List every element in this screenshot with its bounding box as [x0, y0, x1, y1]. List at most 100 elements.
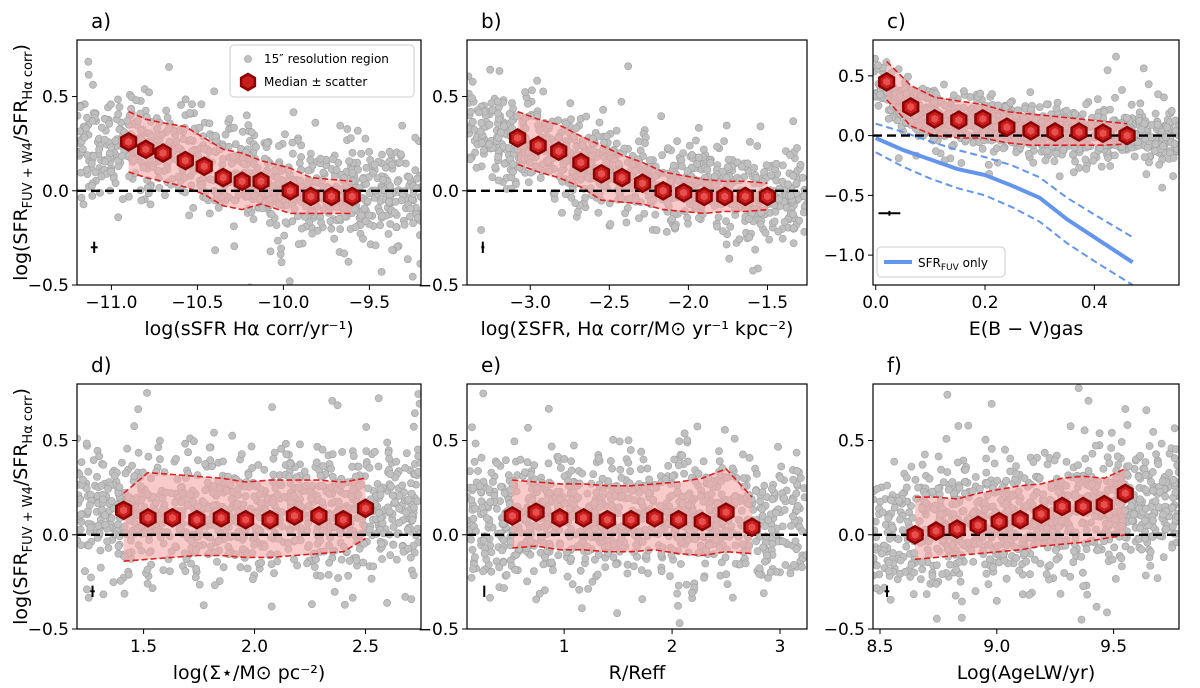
- y-tick-label: 0.0: [432, 182, 459, 202]
- scatter-point: [410, 503, 418, 512]
- scatter-point: [511, 565, 519, 574]
- scatter-point: [509, 167, 517, 176]
- scatter-point: [281, 218, 290, 227]
- scatter-point: [677, 560, 685, 568]
- scatter-point: [103, 537, 112, 546]
- scatter-point: [359, 558, 367, 567]
- scatter-point: [504, 471, 513, 480]
- scatter-point: [721, 553, 730, 562]
- scatter-point: [469, 484, 478, 492]
- scatter-point: [568, 580, 577, 589]
- scatter-point: [762, 161, 771, 169]
- x-tick-label: −1.5: [747, 293, 788, 313]
- scatter-point: [768, 526, 776, 535]
- median-marker-core: [217, 513, 225, 522]
- scatter-point: [547, 442, 556, 451]
- scatter-point: [111, 179, 120, 188]
- scatter-point: [312, 458, 321, 467]
- scatter-point: [210, 428, 218, 437]
- median-marker-core: [1123, 131, 1131, 140]
- scatter-point: [735, 235, 744, 243]
- x-tick-label: −3.0: [510, 293, 551, 313]
- scatter-point: [509, 104, 517, 113]
- scatter-point: [338, 448, 346, 456]
- scatter-point: [485, 140, 494, 149]
- scatter-point: [778, 234, 787, 243]
- median-marker-core: [639, 179, 646, 188]
- scatter-point: [558, 208, 566, 217]
- scatter-point: [334, 158, 343, 167]
- scatter-point: [79, 200, 88, 209]
- scatter-point: [792, 179, 801, 188]
- scatter-point: [263, 138, 272, 147]
- scatter-point: [1043, 100, 1051, 109]
- scatter-point: [289, 108, 298, 117]
- scatter-point: [904, 72, 912, 81]
- scatter-point: [330, 234, 339, 243]
- scatter-point: [741, 559, 750, 568]
- scatter-point: [581, 193, 589, 202]
- legend-median-swatch: [239, 72, 257, 92]
- scatter-point: [378, 150, 386, 159]
- scatter-point: [978, 144, 987, 153]
- scatter-point: [666, 572, 674, 580]
- scatter-point: [768, 495, 777, 504]
- scatter-point: [636, 465, 645, 474]
- y-tick-label: 0.5: [432, 88, 459, 108]
- scatter-point: [403, 525, 412, 534]
- scatter-point: [1035, 103, 1044, 111]
- scatter-point: [148, 584, 157, 592]
- scatter-point: [731, 346, 738, 353]
- sfr-fuv-only-line: [874, 136, 1134, 264]
- scatter-point: [1029, 158, 1038, 167]
- scatter-point: [1097, 162, 1106, 171]
- scatter-point: [629, 562, 638, 571]
- scatter-point: [766, 568, 775, 577]
- scatter-point: [96, 546, 105, 555]
- panel-d: 1.5 2.0 2.5−0.50.00.5d)log(Σ⋆/M⊙ pc⁻²)log(…: [10, 353, 422, 684]
- scatter-point: [379, 175, 387, 184]
- median-points: [508, 128, 777, 207]
- scatter-point: [330, 588, 339, 596]
- panel-label: d): [91, 353, 112, 377]
- scatter-point: [635, 214, 643, 223]
- scatter-point: [721, 425, 729, 434]
- scatter-point: [477, 118, 486, 127]
- scatter-point: [344, 571, 353, 580]
- scatter-point: [530, 567, 538, 576]
- scatter-point: [479, 146, 488, 154]
- scatter-point: [758, 505, 766, 514]
- axes-frame: [76, 383, 422, 630]
- median-marker-core: [291, 511, 298, 520]
- scatter-point: [389, 523, 398, 531]
- scatter-point: [500, 159, 509, 168]
- median-marker-core: [555, 147, 563, 156]
- scatter-point: [723, 163, 732, 171]
- scatter-point: [789, 210, 797, 219]
- scatter-point: [594, 550, 603, 559]
- scatter-point: [468, 545, 477, 554]
- scatter-point: [744, 215, 753, 223]
- scatter-point: [474, 108, 483, 117]
- scatter-point: [267, 560, 276, 568]
- scatter-point: [105, 119, 114, 128]
- scatter-point: [396, 158, 404, 167]
- scatter-point: [79, 145, 87, 153]
- scatter-point: [621, 209, 629, 218]
- scatter-point: [107, 497, 116, 505]
- scatter-point: [683, 167, 692, 175]
- scatter-point: [1167, 107, 1176, 115]
- scatter-point: [637, 566, 646, 574]
- median-marker-core: [955, 116, 963, 125]
- scatter-point: [79, 475, 87, 484]
- median-marker-core: [193, 515, 201, 524]
- scatter-point: [1111, 93, 1119, 102]
- scatter-point: [796, 160, 805, 169]
- scatter-point: [254, 461, 263, 469]
- scatter-point: [700, 574, 708, 582]
- scatter-point: [143, 565, 152, 574]
- scatter-point: [403, 255, 412, 264]
- scatter-point: [185, 636, 192, 643]
- scatter-point: [673, 137, 681, 145]
- scatter-point: [479, 567, 487, 576]
